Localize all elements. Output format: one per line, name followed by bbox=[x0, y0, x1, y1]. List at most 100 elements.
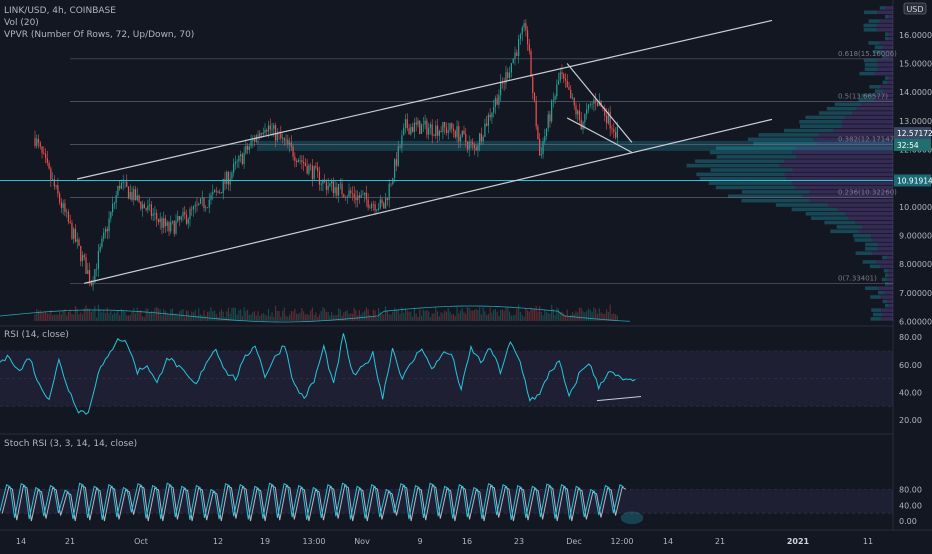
fib-level-label: 0.5(13.66577) bbox=[838, 93, 888, 101]
vpvr-bar-down bbox=[879, 84, 893, 89]
candle-body bbox=[208, 199, 210, 208]
vpvr-bar-up bbox=[696, 172, 785, 177]
candle-body bbox=[454, 131, 456, 138]
candle-body bbox=[395, 159, 398, 166]
vpvr-bar-up bbox=[853, 233, 872, 238]
candle-body bbox=[433, 135, 435, 136]
vpvr-bar-up bbox=[865, 242, 878, 247]
vpvr-bar-up bbox=[753, 141, 817, 146]
candle-body bbox=[595, 99, 597, 103]
volume-bar bbox=[461, 308, 463, 321]
volume-bar bbox=[215, 313, 217, 321]
candle-body bbox=[575, 105, 577, 115]
volume-bar bbox=[227, 307, 230, 321]
volume-bar bbox=[120, 309, 123, 321]
candle-body bbox=[299, 160, 301, 161]
volume-bar bbox=[156, 306, 158, 321]
volume-bar bbox=[57, 314, 59, 321]
rsi-tick-label: 60.00 bbox=[899, 361, 922, 370]
candle-body bbox=[510, 63, 512, 73]
vpvr-bar-up bbox=[870, 295, 881, 299]
volume-bar bbox=[306, 313, 308, 321]
candle-body bbox=[493, 106, 495, 113]
volume-bar bbox=[408, 311, 410, 321]
rsi-line bbox=[0, 333, 636, 415]
volume-bar bbox=[586, 311, 588, 321]
candle-body bbox=[358, 195, 361, 198]
vpvr-bar-up bbox=[699, 176, 787, 181]
candle-body bbox=[215, 190, 217, 192]
candle-body bbox=[297, 160, 299, 163]
candle-body bbox=[561, 72, 563, 75]
candle-body bbox=[353, 193, 355, 198]
volume-bar bbox=[320, 311, 322, 321]
vpvr-bar-up bbox=[863, 58, 877, 63]
candle-body bbox=[231, 172, 233, 179]
vpvr-bar-down bbox=[887, 54, 893, 58]
volume-bar bbox=[540, 311, 542, 321]
fib-level-label: 0.236(10.32260) bbox=[838, 189, 897, 197]
candle-body bbox=[494, 98, 497, 107]
candle-body bbox=[372, 204, 374, 205]
candle-body bbox=[177, 216, 179, 222]
volume-bar bbox=[127, 315, 130, 321]
volume-bar bbox=[477, 310, 479, 321]
volume-bar bbox=[81, 314, 84, 321]
candle-body bbox=[280, 133, 282, 139]
candle-body bbox=[318, 171, 321, 185]
volume-bar bbox=[44, 311, 47, 321]
candle-body bbox=[240, 154, 242, 157]
vpvr-bar-up bbox=[868, 19, 880, 23]
volume-bar bbox=[220, 309, 223, 321]
candle-body bbox=[519, 34, 522, 39]
candle-body bbox=[383, 202, 385, 209]
volume-bar bbox=[519, 311, 522, 321]
candle-body bbox=[124, 181, 126, 183]
volume-bar bbox=[410, 311, 412, 321]
volume-bar bbox=[452, 313, 455, 321]
candle-body bbox=[51, 179, 54, 180]
volume-bar bbox=[510, 315, 512, 321]
volume-bar bbox=[412, 316, 414, 321]
candle-body bbox=[544, 136, 546, 142]
candle-body bbox=[276, 132, 278, 141]
vpvr-bar-up bbox=[830, 229, 859, 234]
volume-bar bbox=[582, 311, 584, 321]
volume-bar bbox=[243, 307, 245, 321]
candle-body bbox=[210, 194, 212, 200]
volume-bar bbox=[88, 308, 91, 321]
candle-body bbox=[78, 239, 80, 246]
volume-bar bbox=[578, 307, 581, 321]
currency-badge[interactable] bbox=[903, 2, 927, 15]
candle-body bbox=[69, 221, 71, 223]
candle-body bbox=[217, 191, 219, 193]
candle-body bbox=[514, 52, 516, 59]
stoch-d-line bbox=[1, 484, 627, 522]
candle-body bbox=[419, 120, 421, 134]
volume-bar bbox=[133, 307, 135, 321]
candle-body bbox=[420, 124, 423, 134]
volume-bar bbox=[525, 307, 527, 321]
volume-bar bbox=[526, 310, 529, 321]
volume-bar bbox=[604, 314, 606, 321]
candle-body bbox=[422, 124, 424, 126]
volume-bar bbox=[521, 315, 523, 321]
volume-bar bbox=[507, 307, 509, 321]
volume-bar bbox=[449, 311, 451, 321]
volume-bar bbox=[94, 306, 96, 321]
vpvr-bar-up bbox=[871, 308, 882, 312]
volume-bar bbox=[241, 315, 243, 321]
volume-bar bbox=[537, 311, 539, 321]
vpvr-bar-down bbox=[881, 308, 893, 312]
volume-bar bbox=[80, 312, 82, 321]
volume-bar bbox=[206, 311, 209, 321]
volume-bar bbox=[229, 313, 231, 321]
volume-bar bbox=[196, 316, 198, 321]
candle-body bbox=[260, 133, 263, 135]
candle-body bbox=[241, 154, 243, 165]
volume-bar bbox=[500, 310, 502, 321]
volume-indicator-label: Vol (20) bbox=[4, 18, 39, 28]
vpvr-bar-up bbox=[874, 89, 884, 93]
vpvr-bar-down bbox=[887, 299, 893, 304]
